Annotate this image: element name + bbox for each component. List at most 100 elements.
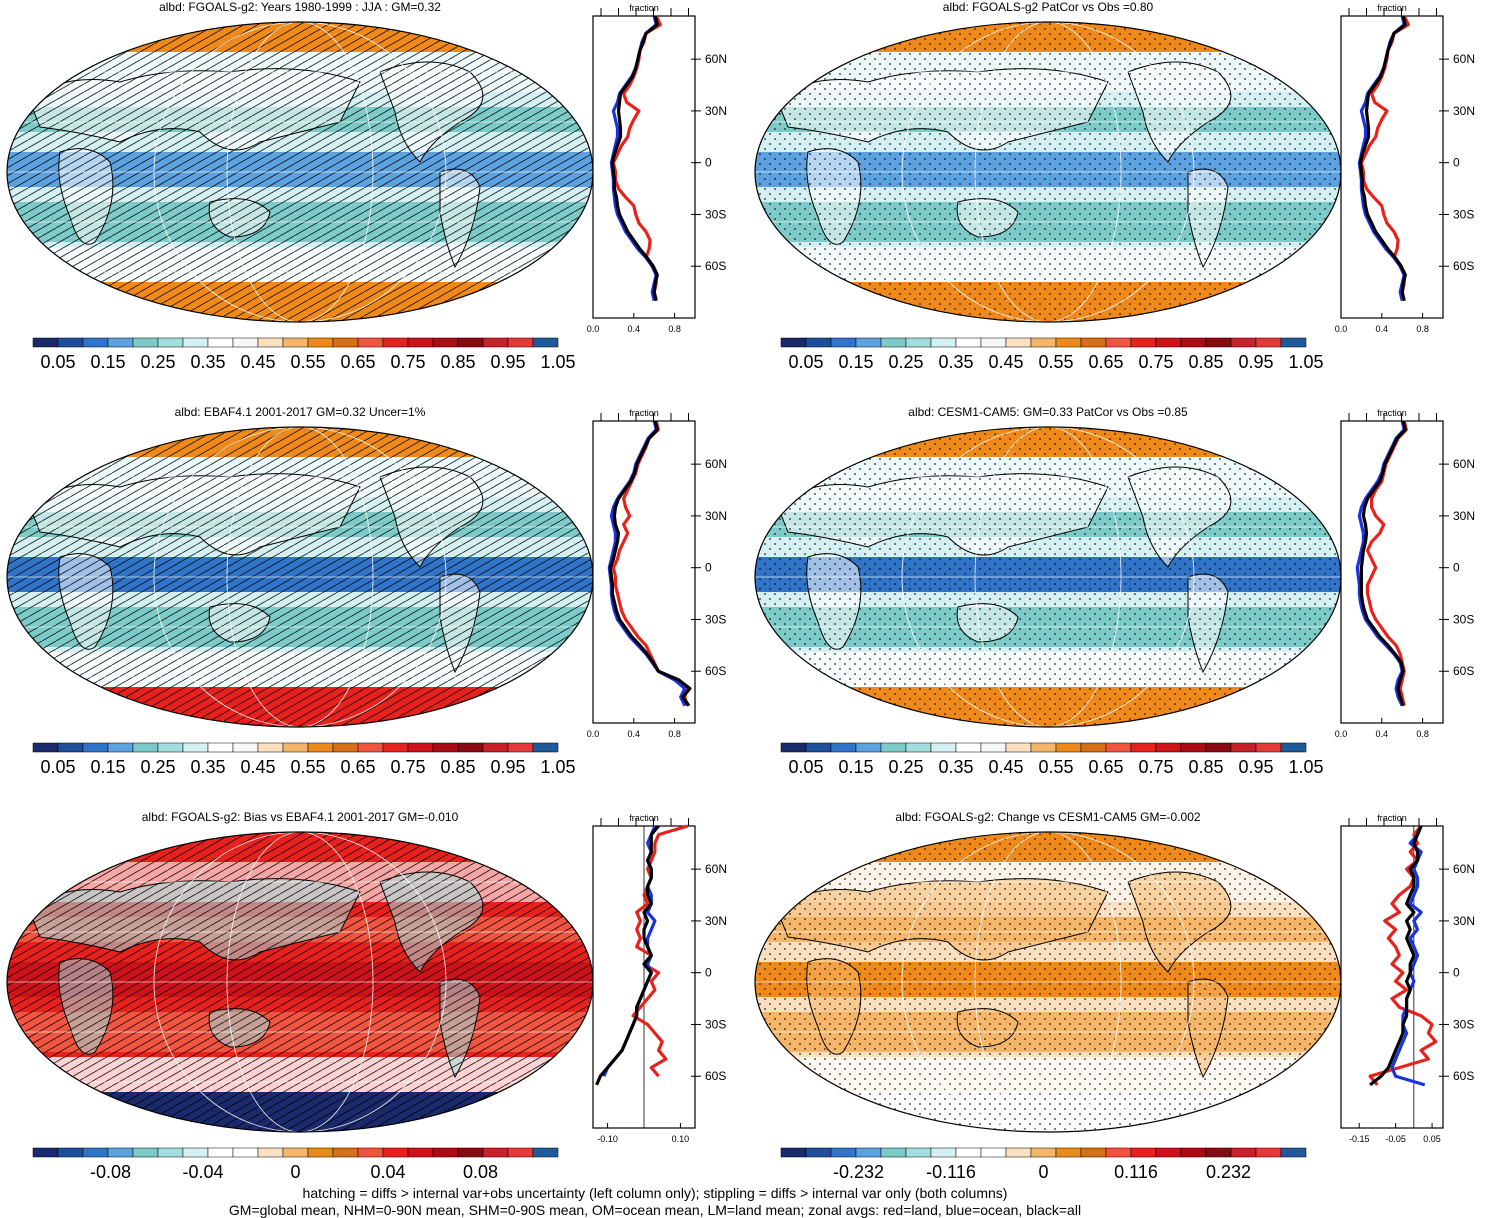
graticule bbox=[7, 427, 593, 727]
colorbar-label: 0.35 bbox=[938, 757, 973, 777]
zonal-title: fraction bbox=[1377, 3, 1407, 13]
colorbar-p6: -0.232 -0.116 0 0.116 0.232 bbox=[780, 1147, 1307, 1182]
colorbar-swatch bbox=[332, 337, 359, 348]
colorbar-label: -0.116 bbox=[926, 1162, 976, 1182]
colorbar-swatch bbox=[1080, 337, 1107, 348]
colorbar-label: 0.75 bbox=[1138, 352, 1173, 372]
colorbar-swatch bbox=[357, 337, 384, 348]
colorbar-swatch bbox=[232, 742, 259, 753]
colorbar-label: 0.35 bbox=[190, 352, 225, 372]
colorbar-swatch bbox=[1005, 1147, 1032, 1158]
zonal-xtick-label: 0.8 bbox=[1416, 324, 1429, 334]
colorbar-swatch bbox=[1205, 337, 1232, 348]
zonal-series-000000 bbox=[1369, 825, 1423, 1087]
colorbar-label: 0.65 bbox=[1088, 757, 1123, 777]
colorbar-swatch bbox=[1105, 742, 1132, 753]
colorbar-label: 1.05 bbox=[1288, 352, 1323, 372]
colorbar-swatch bbox=[1180, 337, 1207, 348]
zonal-ytick-label: 0 bbox=[1453, 156, 1460, 170]
colorbar-swatch bbox=[507, 742, 534, 753]
colorbar-swatch bbox=[432, 742, 459, 753]
colorbar-swatch bbox=[107, 337, 134, 348]
zonal-xtick-label: 0.4 bbox=[628, 324, 641, 334]
colorbar-label: 0.65 bbox=[340, 757, 375, 777]
colorbar-swatch bbox=[307, 1147, 334, 1158]
colorbar-label: 0.95 bbox=[1238, 352, 1273, 372]
colorbar-swatch bbox=[905, 337, 932, 348]
colorbar-swatch bbox=[132, 742, 159, 753]
zonal-ytick-label: 30N bbox=[705, 104, 727, 118]
colorbar-label: 0.35 bbox=[938, 352, 973, 372]
colorbar-label: 0.15 bbox=[838, 352, 873, 372]
zonal-xtick-label: 0.8 bbox=[668, 324, 681, 334]
zonal-ytick-label: 0 bbox=[705, 966, 712, 980]
colorbar-label: 0.95 bbox=[490, 352, 525, 372]
zonal-ytick-label: 30N bbox=[705, 914, 727, 928]
colorbar-swatch bbox=[132, 1147, 159, 1158]
colorbar-swatch bbox=[1130, 1147, 1157, 1158]
colorbar-label: 0.08 bbox=[463, 1162, 498, 1182]
zonal-ytick-label: 60S bbox=[705, 259, 726, 273]
colorbar-swatch bbox=[780, 1147, 807, 1158]
zonal-series-000000 bbox=[608, 420, 692, 707]
colorbar-swatch bbox=[955, 337, 982, 348]
colorbar-swatch bbox=[357, 742, 384, 753]
colorbar-label: 0.232 bbox=[1206, 1162, 1251, 1182]
colorbar-label: 0.45 bbox=[240, 352, 275, 372]
zonal-series-e8211c bbox=[1368, 824, 1438, 1086]
colorbar-label: 0.35 bbox=[190, 757, 225, 777]
colorbar-swatch bbox=[207, 1147, 234, 1158]
panel-title: albd: FGOALS-g2: Change vs CESM1-CAM5 GM… bbox=[895, 810, 1201, 824]
zonal-xtick-label: -0.10 bbox=[597, 1134, 618, 1144]
colorbar-swatch bbox=[855, 1147, 882, 1158]
colorbar-swatch bbox=[1155, 742, 1182, 753]
zonal-frame bbox=[1340, 15, 1444, 319]
colorbar-label: 0.25 bbox=[888, 757, 923, 777]
colorbar-label: 0.116 bbox=[1114, 1162, 1158, 1182]
map-field bbox=[7, 22, 593, 322]
colorbar-swatch bbox=[32, 742, 59, 753]
map-p6 bbox=[754, 831, 1342, 1133]
colorbar-swatch bbox=[182, 337, 209, 348]
colorbar-swatch bbox=[57, 337, 84, 348]
colorbar-swatch bbox=[1155, 337, 1182, 348]
colorbar-label: -0.04 bbox=[182, 1162, 223, 1182]
zonal-ytick-label: 0 bbox=[1453, 966, 1460, 980]
colorbar-swatch bbox=[830, 337, 857, 348]
colorbar-swatch bbox=[905, 742, 932, 753]
zonal-plot-p5: fraction 60N 30N 0 30S 60S -0.10 0.10 bbox=[592, 813, 727, 1144]
zonal-ytick-label: 60S bbox=[1453, 1069, 1474, 1083]
colorbar-swatch bbox=[32, 1147, 59, 1158]
colorbar-swatch bbox=[207, 742, 234, 753]
zonal-ytick-label: 30S bbox=[705, 612, 726, 626]
colorbar-swatch bbox=[507, 337, 534, 348]
colorbar-label: 1.05 bbox=[540, 757, 575, 777]
colorbar-swatch bbox=[532, 742, 559, 753]
map-field bbox=[7, 427, 593, 727]
map-p1 bbox=[6, 21, 594, 323]
panel-title: albd: FGOALS-g2: Bias vs EBAF4.1 2001-20… bbox=[141, 810, 459, 824]
colorbar-swatch bbox=[432, 1147, 459, 1158]
colorbar-label: 0 bbox=[1038, 1162, 1048, 1182]
colorbar-label: 0.85 bbox=[440, 352, 475, 372]
colorbar-swatch bbox=[357, 1147, 384, 1158]
colorbar-label: 0.25 bbox=[140, 757, 175, 777]
zonal-ytick-label: 30S bbox=[1453, 612, 1474, 626]
map-p4 bbox=[754, 426, 1342, 728]
colorbar-swatch bbox=[82, 1147, 109, 1158]
colorbar-label: 0.95 bbox=[1238, 757, 1273, 777]
colorbar-swatch bbox=[432, 337, 459, 348]
graticule bbox=[755, 427, 1341, 727]
colorbar-swatch bbox=[407, 742, 434, 753]
colorbar-swatch bbox=[930, 337, 957, 348]
colorbar-swatch bbox=[1180, 742, 1207, 753]
colorbar-swatch bbox=[1055, 1147, 1082, 1158]
colorbar-swatch bbox=[57, 742, 84, 753]
colorbar-swatch bbox=[1055, 742, 1082, 753]
colorbar-swatch bbox=[282, 337, 309, 348]
zonal-ytick-label: 30S bbox=[705, 207, 726, 221]
colorbar-label: 0.55 bbox=[1038, 352, 1073, 372]
colorbar-swatch bbox=[1005, 337, 1032, 348]
colorbar-swatch bbox=[257, 1147, 284, 1158]
colorbar-label: 0.85 bbox=[1188, 352, 1223, 372]
